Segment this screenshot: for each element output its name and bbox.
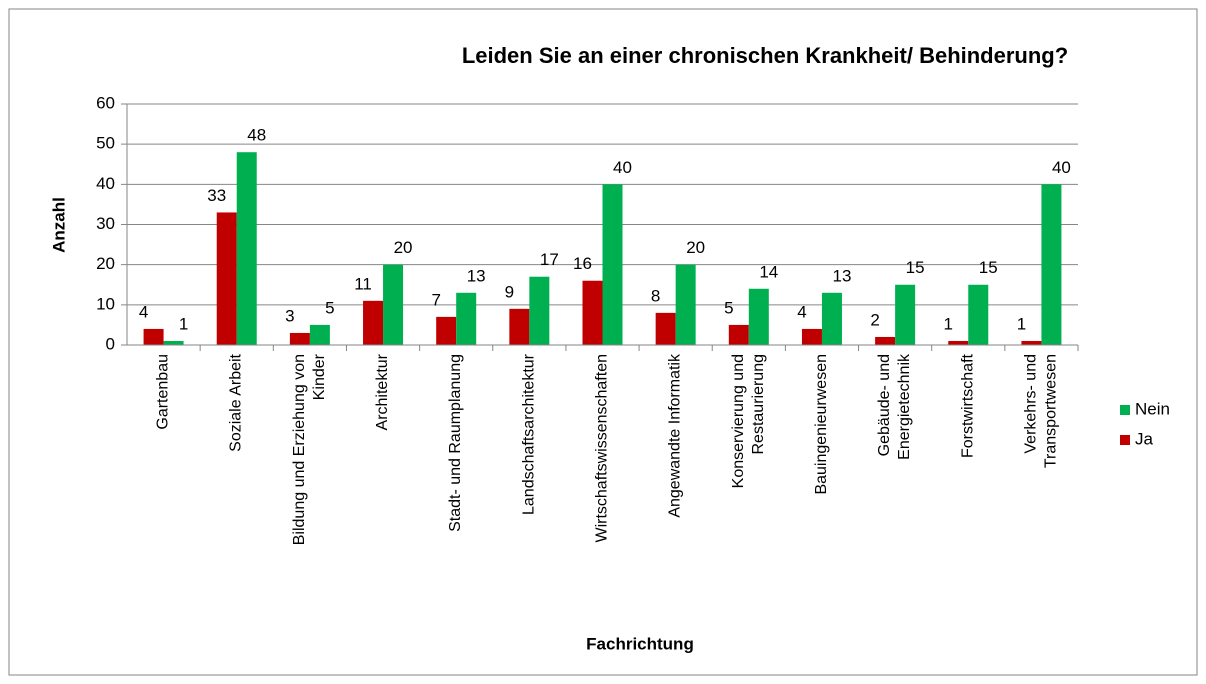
y-tick-label: 0 — [106, 334, 115, 353]
bar — [968, 284, 989, 345]
bar — [801, 328, 822, 345]
bar — [216, 212, 237, 345]
data-label: 14 — [759, 262, 778, 281]
data-label: 17 — [540, 250, 559, 269]
data-label: 13 — [467, 266, 486, 285]
bar — [1021, 340, 1042, 345]
y-tick-label: 10 — [96, 294, 115, 313]
y-tick-label: 40 — [96, 174, 115, 193]
bar — [655, 312, 676, 345]
data-label: 1 — [179, 314, 188, 333]
data-label: 9 — [505, 282, 514, 301]
bar — [143, 328, 164, 345]
data-label: 40 — [1052, 158, 1071, 177]
legend-label: Nein — [1135, 399, 1170, 418]
x-tick-label: Forstwirtschaft — [959, 354, 977, 459]
bar — [363, 300, 384, 345]
bar — [1041, 184, 1062, 345]
data-label: 48 — [247, 126, 266, 145]
x-tick-label: Konservierung und Restaurierung — [729, 354, 767, 489]
x-tick-label: Stadt- und Raumplanung — [447, 354, 465, 532]
data-label: 33 — [207, 186, 226, 205]
legend-label: Ja — [1135, 429, 1154, 448]
x-tick-label: Gartenbau — [154, 354, 172, 430]
x-tick-label: Bildung und Erziehung von Kinder — [290, 354, 328, 546]
bar — [309, 324, 330, 345]
data-label: 7 — [431, 290, 440, 309]
data-label: 15 — [906, 258, 925, 277]
data-label: 15 — [979, 258, 998, 277]
data-label: 20 — [394, 238, 413, 257]
data-label: 1 — [1017, 314, 1026, 333]
data-label: 16 — [573, 254, 592, 273]
data-label: 40 — [613, 158, 632, 177]
x-tick-label: Bauingenieurwesen — [812, 354, 830, 495]
bar — [675, 264, 696, 345]
data-label: 4 — [139, 302, 148, 321]
x-axis-title: Fachrichtung — [586, 634, 694, 653]
bar — [582, 280, 603, 345]
bar — [456, 292, 477, 345]
data-label: 5 — [724, 298, 733, 317]
data-label: 8 — [651, 286, 660, 305]
data-label: 5 — [325, 298, 334, 317]
bar — [895, 284, 916, 345]
data-label: 1 — [944, 314, 953, 333]
bar — [728, 324, 749, 345]
x-tick-label: Angewandte Informatik — [666, 354, 684, 518]
y-tick-label: 20 — [96, 254, 115, 273]
bar — [948, 340, 969, 345]
bar — [529, 276, 550, 345]
legend-swatch — [1120, 405, 1130, 415]
x-tick-label: Verkehrs- und Transportwesen — [1022, 354, 1060, 469]
x-tick-label: Gebäude- und Energietechnik — [876, 354, 914, 460]
bar — [748, 288, 769, 345]
legend-swatch — [1120, 435, 1130, 445]
bar — [436, 316, 457, 345]
x-tick-label: Wirtschaftswissenschaften — [593, 354, 611, 543]
x-tick-label: Architektur — [374, 354, 392, 431]
bar — [875, 336, 896, 345]
bar — [509, 308, 530, 345]
bar — [821, 292, 842, 345]
data-label: 11 — [354, 274, 372, 293]
bar — [236, 152, 257, 345]
chart-title: Leiden Sie an einer chronischen Krankhei… — [462, 43, 1068, 68]
data-label: 4 — [797, 302, 806, 321]
x-tick-label: Landschaftsarchitektur — [520, 354, 538, 515]
bar — [602, 184, 623, 345]
bar — [163, 340, 184, 345]
data-label: 20 — [686, 238, 705, 257]
x-tick-label: Soziale Arbeit — [227, 354, 245, 452]
bar — [289, 332, 310, 345]
y-tick-label: 60 — [96, 93, 115, 112]
data-label: 3 — [285, 306, 294, 325]
y-tick-label: 50 — [96, 134, 115, 153]
y-tick-label: 30 — [96, 214, 115, 233]
y-axis-title: Anzahl — [49, 197, 68, 253]
data-label: 13 — [833, 266, 852, 285]
bar — [383, 264, 404, 345]
data-label: 2 — [870, 310, 879, 329]
